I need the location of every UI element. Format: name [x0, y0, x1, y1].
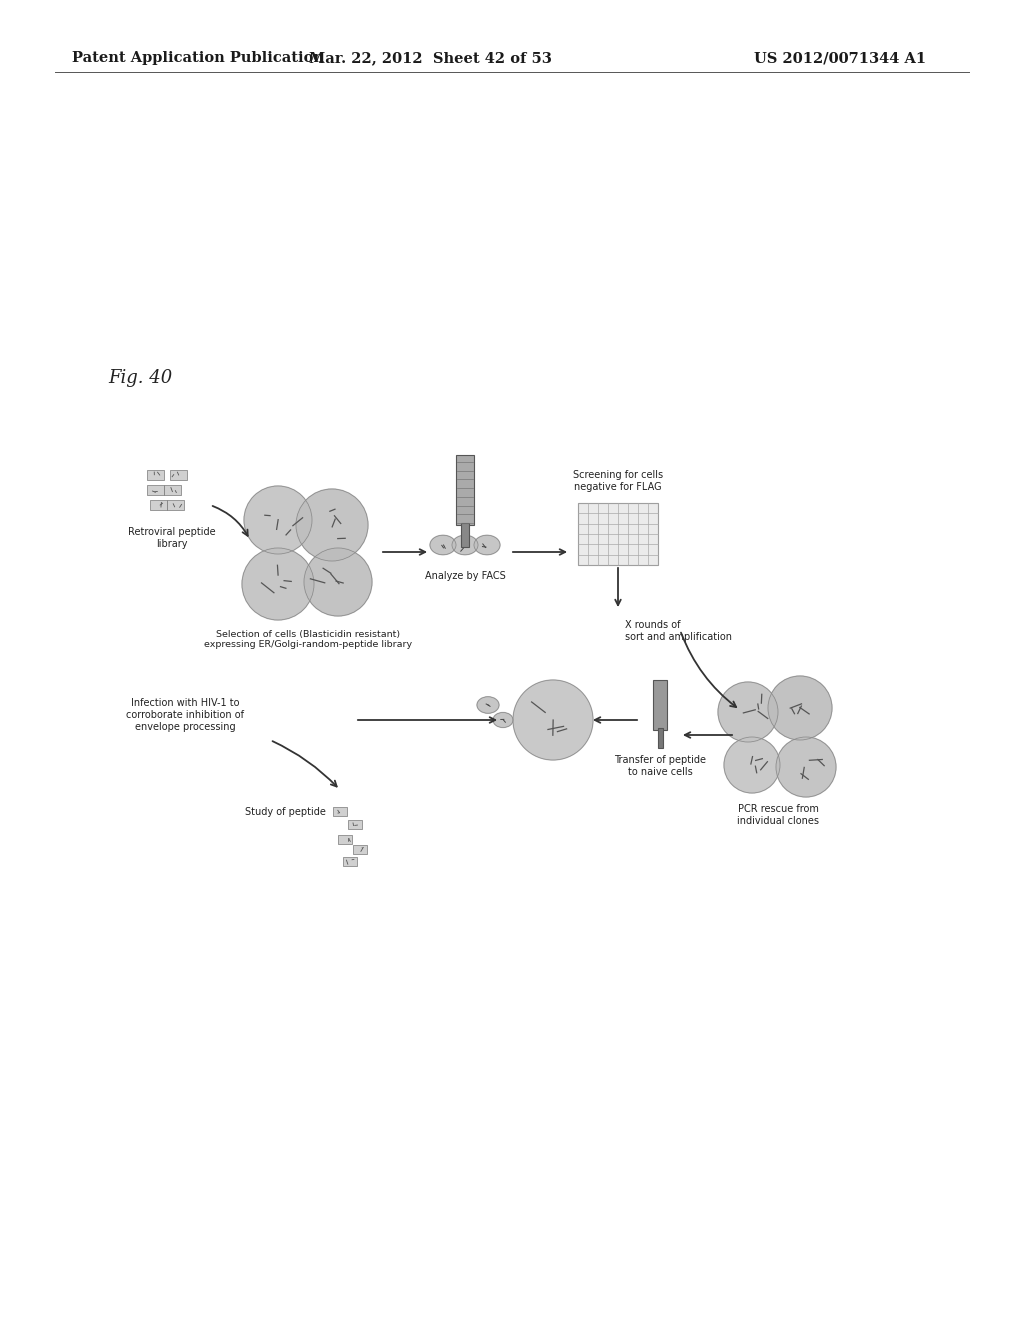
Text: Screening for cells
negative for FLAG: Screening for cells negative for FLAG [573, 470, 664, 492]
Text: Mar. 22, 2012  Sheet 42 of 53: Mar. 22, 2012 Sheet 42 of 53 [308, 51, 552, 65]
Bar [658, 729, 663, 748]
Ellipse shape [477, 697, 499, 713]
Text: Infection with HIV-1 to
corroborate inhibition of
envelope processing: Infection with HIV-1 to corroborate inhi… [126, 698, 244, 731]
Text: X rounds of
sort and amplification: X rounds of sort and amplification [625, 620, 732, 642]
Circle shape [724, 737, 780, 793]
Bar [150, 500, 167, 510]
Text: PCR rescue from
individual clones: PCR rescue from individual clones [737, 804, 819, 825]
Circle shape [244, 486, 312, 554]
Ellipse shape [452, 535, 478, 554]
Bar [338, 836, 352, 843]
Bar [147, 484, 164, 495]
Circle shape [242, 548, 314, 620]
Ellipse shape [430, 535, 456, 554]
Bar [348, 820, 362, 829]
Circle shape [718, 682, 778, 742]
Circle shape [513, 680, 593, 760]
Text: Study of peptide: Study of peptide [245, 807, 326, 817]
Text: Patent Application Publication: Patent Application Publication [72, 51, 324, 65]
Bar [167, 500, 184, 510]
Bar [343, 857, 357, 866]
Circle shape [768, 676, 831, 741]
Text: Selection of cells (Blasticidin resistant)
expressing ER/Golgi-random-peptide li: Selection of cells (Blasticidin resistan… [204, 630, 412, 649]
Circle shape [776, 737, 836, 797]
Bar [461, 523, 469, 546]
Bar [170, 470, 187, 480]
Text: Transfer of peptide
to naive cells: Transfer of peptide to naive cells [614, 755, 706, 776]
Bar [147, 470, 164, 480]
Circle shape [296, 488, 368, 561]
Ellipse shape [474, 535, 500, 554]
Text: Retroviral peptide
library: Retroviral peptide library [128, 527, 216, 549]
Bar [653, 680, 667, 730]
Bar [333, 807, 347, 816]
Bar [578, 503, 658, 565]
Text: US 2012/0071344 A1: US 2012/0071344 A1 [754, 51, 926, 65]
Bar [353, 845, 367, 854]
Bar [456, 455, 474, 525]
Bar [164, 484, 181, 495]
Ellipse shape [493, 713, 513, 727]
Circle shape [304, 548, 372, 616]
Text: Fig. 40: Fig. 40 [108, 370, 172, 387]
Text: Analyze by FACS: Analyze by FACS [425, 572, 506, 581]
